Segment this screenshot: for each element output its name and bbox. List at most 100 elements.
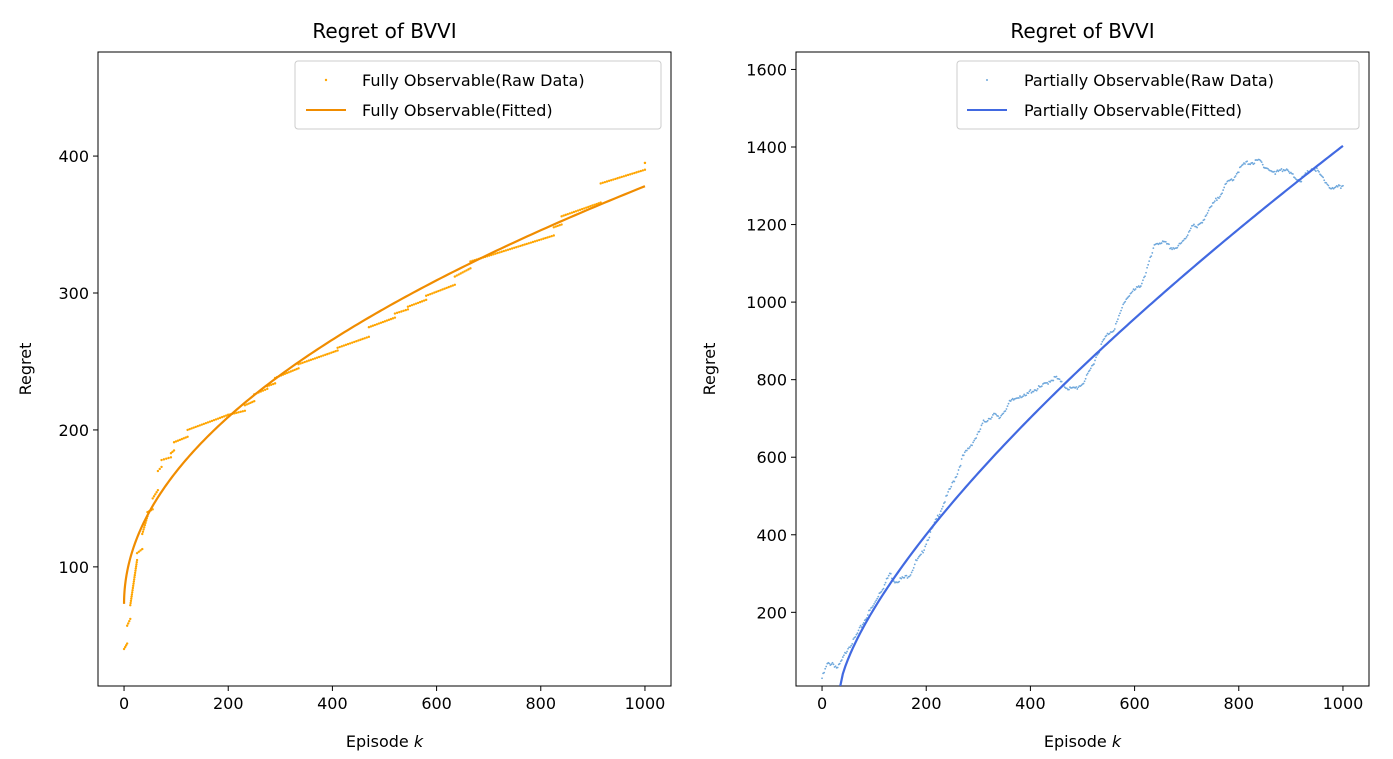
right-raw-point <box>999 416 1002 419</box>
left-legend-fit-label: Fully Observable(Fitted) <box>362 101 553 120</box>
left-raw-point <box>165 457 168 460</box>
left-legend: Fully Observable(Raw Data) Fully Observa… <box>294 60 662 130</box>
left-raw-point <box>122 647 126 651</box>
right-raw-point <box>1052 379 1055 382</box>
left-raw-point <box>463 270 466 273</box>
left-x-axis-label-var: k <box>414 732 424 751</box>
left-raw-point <box>365 336 368 339</box>
right-y-axis-label: Regret <box>700 343 719 396</box>
right-raw-point <box>1108 332 1111 335</box>
right-raw-point <box>968 447 970 450</box>
left-raw-point <box>367 326 371 329</box>
right-raw-point <box>1273 170 1276 173</box>
right-chart-title: Regret of BVVI <box>1010 19 1154 43</box>
right-raw-point <box>944 501 946 503</box>
left-raw-point <box>167 456 170 460</box>
left-raw-point <box>324 353 327 357</box>
right-raw-point <box>893 580 895 583</box>
left-raw-point <box>639 169 642 173</box>
right-raw-point <box>1300 180 1303 183</box>
right-raw-point <box>1261 163 1264 166</box>
right-raw-point <box>1317 169 1319 172</box>
left-raw-point <box>398 310 401 314</box>
right-raw-point <box>1212 201 1215 204</box>
right-raw-point <box>1040 385 1043 388</box>
left-raw-point <box>156 488 160 492</box>
right-raw-point <box>1201 221 1204 224</box>
right-raw-point <box>1006 405 1009 407</box>
left-axes: Regret of BVVI Episode k Regret 0 200 400 6… <box>16 19 672 751</box>
left-raw-point <box>291 369 294 372</box>
left-raw-point <box>564 213 567 217</box>
left-raw-point <box>137 550 141 554</box>
right-raw-point <box>923 549 926 552</box>
right-legend-raw-label: Partially Observable(Raw Data) <box>1024 71 1274 90</box>
right-raw-point <box>884 581 887 584</box>
left-raw-point <box>620 175 623 179</box>
left-x-tick-label: 1000 <box>625 694 666 713</box>
left-raw-point <box>171 450 174 454</box>
right-raw-point <box>1318 170 1320 173</box>
left-raw-point <box>143 523 147 527</box>
right-raw-point <box>916 557 919 560</box>
right-raw-point <box>960 458 963 460</box>
right-raw-point <box>1022 395 1025 398</box>
right-raw-point <box>821 677 823 680</box>
right-raw-point <box>852 638 855 641</box>
left-raw-point <box>249 401 252 405</box>
right-raw-point <box>831 661 834 664</box>
right-raw-point <box>1251 161 1254 164</box>
right-raw-point <box>1235 172 1238 175</box>
right-raw-point <box>905 574 908 577</box>
right-raw-point <box>836 666 839 669</box>
right-raw-point <box>1018 397 1020 399</box>
left-raw-point <box>431 292 434 295</box>
left-raw-point <box>202 422 206 426</box>
left-raw-point <box>449 285 452 288</box>
right-raw-point <box>906 577 909 579</box>
right-raw-point <box>1180 241 1183 244</box>
left-raw-point <box>616 177 619 180</box>
right-raw-point <box>1103 337 1106 340</box>
left-raw-point <box>506 248 510 251</box>
right-legend-raw-marker <box>986 79 988 81</box>
right-raw-point <box>938 513 941 516</box>
right-raw-point <box>1222 189 1225 191</box>
left-raw-point <box>216 417 220 420</box>
right-y-tick-label: 1200 <box>746 216 787 235</box>
left-raw-point <box>492 253 495 256</box>
right-raw-point <box>1082 382 1085 385</box>
left-raw-point <box>593 203 596 206</box>
left-raw-point <box>618 176 621 179</box>
left-raw-point <box>540 238 543 241</box>
right-raw-point <box>1171 248 1173 251</box>
right-raw-point <box>1128 295 1131 297</box>
left-raw-point <box>538 238 541 242</box>
left-raw-point <box>513 246 516 250</box>
left-raw-point <box>196 424 199 428</box>
left-raw-point <box>340 345 343 348</box>
left-raw-point <box>180 437 183 441</box>
left-raw-point <box>459 272 462 275</box>
left-raw-point <box>353 340 356 344</box>
left-chart-title: Regret of BVVI <box>312 19 456 43</box>
right-raw-point <box>873 602 876 605</box>
right-raw-point <box>1080 384 1083 387</box>
left-raw-point <box>531 240 535 244</box>
right-raw-point <box>940 507 943 510</box>
left-raw-point <box>412 303 416 306</box>
right-raw-point <box>1102 339 1105 341</box>
left-raw-point <box>151 497 154 500</box>
left-raw-point <box>130 593 134 596</box>
left-raw-point <box>218 416 222 420</box>
right-raw-point <box>1122 303 1125 306</box>
left-raw-point <box>336 346 339 349</box>
left-raw-point <box>643 161 647 165</box>
left-raw-point <box>125 642 129 645</box>
left-raw-point <box>515 245 518 249</box>
right-raw-point <box>922 551 925 554</box>
left-raw-point <box>395 311 399 315</box>
right-raw-point <box>1119 312 1121 315</box>
right-raw-point <box>1225 182 1228 185</box>
right-raw-point <box>1206 212 1209 214</box>
